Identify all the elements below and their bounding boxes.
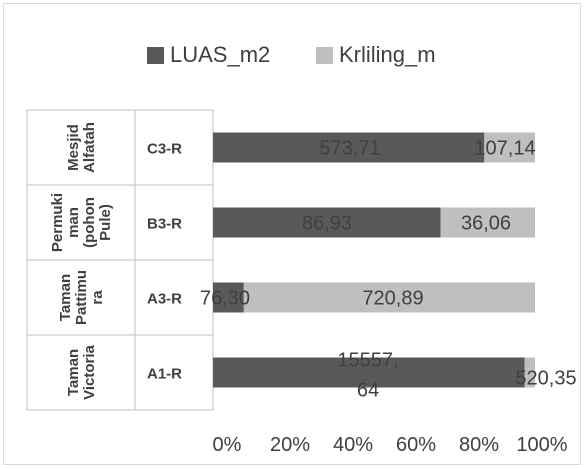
x-tick-label: 80% xyxy=(459,434,499,456)
bar-Krliling_m xyxy=(484,132,535,163)
data-label: 76,30 xyxy=(200,288,250,310)
group-label: Alfatah xyxy=(81,122,98,173)
bar-LUAS_m2 xyxy=(213,282,244,313)
bar-LUAS_m2 xyxy=(213,132,485,163)
x-tick-label: 60% xyxy=(396,434,436,456)
group-label: Mesjid xyxy=(65,124,82,171)
bar-Krliling_m xyxy=(524,357,535,388)
group-label: man xyxy=(65,207,82,238)
data-label: 573,71 xyxy=(319,138,380,160)
x-tick-label: 100% xyxy=(516,434,567,456)
legend-swatch-LUAS_m2 xyxy=(147,47,164,64)
group-label: Pattimu xyxy=(73,270,90,325)
bar-LUAS_m2 xyxy=(213,207,441,238)
data-label: 86,93 xyxy=(302,213,352,235)
legend-swatch-Krliling_m xyxy=(316,47,333,64)
group-label: (pohon xyxy=(81,197,98,248)
category-code-label: A3-R xyxy=(147,291,182,308)
data-label: 15557, xyxy=(337,350,398,372)
bar-Krliling_m xyxy=(243,282,535,313)
bar-Krliling_m xyxy=(440,207,535,238)
legend-label-Krliling_m: Krliling_m xyxy=(339,42,436,67)
x-tick-label: 20% xyxy=(270,434,310,456)
data-label: 64 xyxy=(357,380,379,402)
group-label: Pule) xyxy=(97,204,114,241)
data-label: 36,06 xyxy=(461,213,511,235)
group-label: Taman xyxy=(57,274,74,321)
x-tick-label: 0% xyxy=(213,434,242,456)
group-label: Taman xyxy=(65,349,82,396)
data-label: 520,35 xyxy=(515,368,576,390)
legend-label-LUAS_m2: LUAS_m2 xyxy=(170,42,270,67)
group-label: ra xyxy=(89,290,106,305)
bar-LUAS_m2 xyxy=(213,357,525,388)
data-label: 720,89 xyxy=(362,288,423,310)
group-label: Victoria xyxy=(81,344,98,399)
x-tick-label: 40% xyxy=(333,434,373,456)
category-code-label: B3-R xyxy=(147,216,182,233)
data-label: 107,14 xyxy=(474,138,535,160)
group-label: Permuki xyxy=(49,193,66,252)
category-code-label: A1-R xyxy=(147,366,182,383)
category-code-label: C3-R xyxy=(147,141,182,158)
